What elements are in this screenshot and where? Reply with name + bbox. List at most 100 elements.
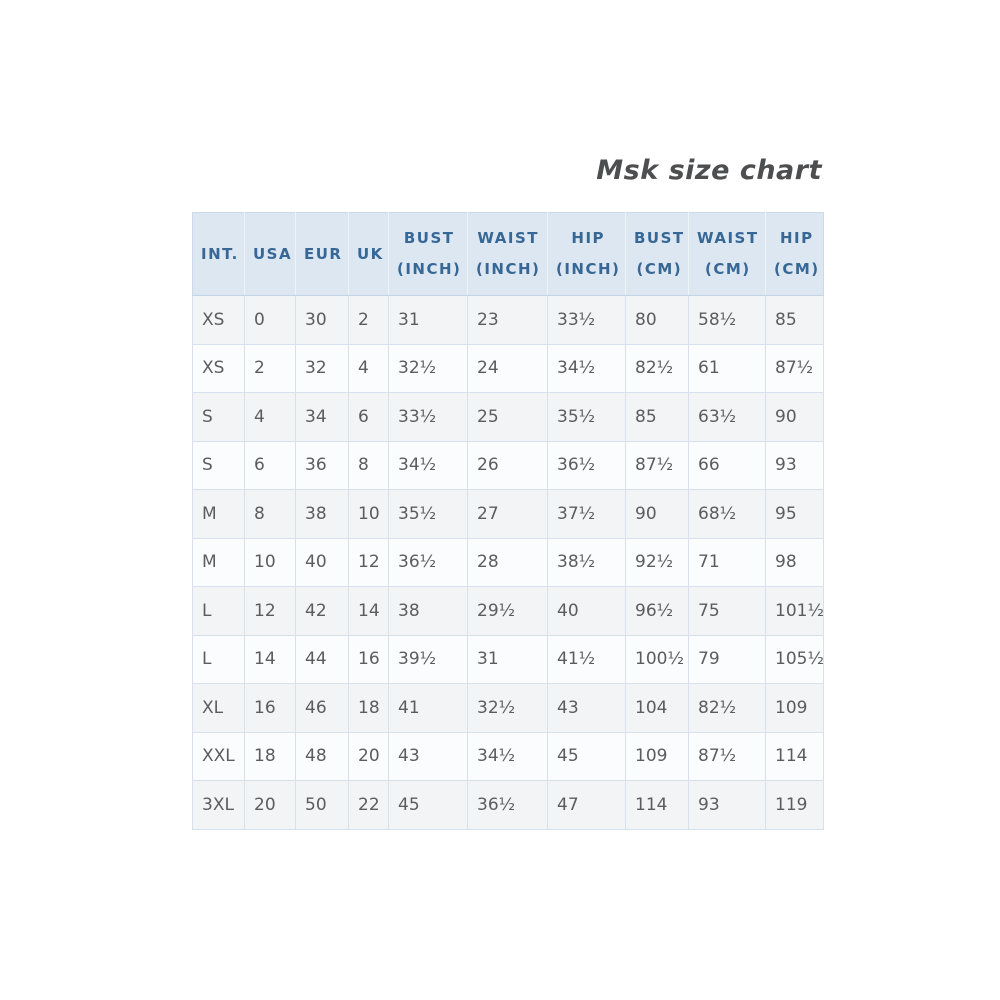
table-cell-bust-inch: 41 xyxy=(388,683,468,733)
table-cell-bust-inch: 36½ xyxy=(388,537,468,587)
table-cell-eur: 42 xyxy=(295,586,349,636)
table-cell-usa: 6 xyxy=(244,440,296,490)
table-cell-bust-cm: 92½ xyxy=(625,537,689,587)
table-cell-waist-inch: 24 xyxy=(467,343,548,393)
table-cell-eur: 32 xyxy=(295,343,349,393)
table-cell-int: XS xyxy=(192,343,245,393)
table-row: XXL 18 48 20 43 34½ 45 109 87½ 114 xyxy=(192,731,824,781)
size-chart-table: INT. USA EUR UK BUST (INCH) WAIST (INCH) HIP (INC… xyxy=(192,212,824,830)
header-row: INT. USA EUR UK BUST (INCH) WAIST (INCH) HIP (INC… xyxy=(192,212,824,296)
table-cell-eur: 40 xyxy=(295,537,349,587)
table-row: S 6 36 8 34½ 26 36½ 87½ 66 93 xyxy=(192,440,824,490)
table-cell-waist-cm: 66 xyxy=(688,440,766,490)
table-cell-hip-cm: 105½ xyxy=(765,634,824,684)
table-cell-hip-cm: 109 xyxy=(765,683,824,733)
column-header-waist-cm: WAIST (CM) xyxy=(688,212,766,296)
table-cell-waist-inch: 23 xyxy=(467,295,548,345)
table-cell-waist-cm: 58½ xyxy=(688,295,766,345)
table-cell-uk: 16 xyxy=(348,634,389,684)
table-cell-hip-cm: 85 xyxy=(765,295,824,345)
table-cell-waist-cm: 75 xyxy=(688,586,766,636)
table-cell-bust-inch: 34½ xyxy=(388,440,468,490)
table-cell-bust-inch: 38 xyxy=(388,586,468,636)
table-cell-uk: 6 xyxy=(348,392,389,442)
column-header-label: HIP (INCH) xyxy=(556,229,621,278)
table-cell-hip-cm: 95 xyxy=(765,489,824,539)
table-cell-hip-inch: 34½ xyxy=(547,343,626,393)
table-row: S 4 34 6 33½ 25 35½ 85 63½ 90 xyxy=(192,392,824,442)
column-header-eur: EUR xyxy=(295,212,349,296)
table-cell-hip-inch: 43 xyxy=(547,683,626,733)
table-cell-hip-inch: 33½ xyxy=(547,295,626,345)
table-cell-bust-cm: 90 xyxy=(625,489,689,539)
table-row: M 10 40 12 36½ 28 38½ 92½ 71 98 xyxy=(192,537,824,587)
column-header-bust-cm: BUST (CM) xyxy=(625,212,689,296)
table-row: L 14 44 16 39½ 31 41½ 100½ 79 105½ xyxy=(192,634,824,684)
table-cell-bust-cm: 85 xyxy=(625,392,689,442)
table-cell-bust-inch: 33½ xyxy=(388,392,468,442)
table-cell-int: L xyxy=(192,586,245,636)
table-cell-int: S xyxy=(192,392,245,442)
column-header-label: INT. xyxy=(201,244,239,263)
table-cell-hip-inch: 45 xyxy=(547,731,626,781)
table-cell-int: XXL xyxy=(192,731,245,781)
table-cell-bust-cm: 100½ xyxy=(625,634,689,684)
table-cell-waist-inch: 28 xyxy=(467,537,548,587)
table-cell-eur: 38 xyxy=(295,489,349,539)
table-cell-eur: 48 xyxy=(295,731,349,781)
table-cell-hip-inch: 38½ xyxy=(547,537,626,587)
table-cell-uk: 4 xyxy=(348,343,389,393)
table-cell-waist-inch: 32½ xyxy=(467,683,548,733)
column-header-waist-inch: WAIST (INCH) xyxy=(467,212,548,296)
table-cell-waist-cm: 61 xyxy=(688,343,766,393)
table-cell-usa: 20 xyxy=(244,780,296,830)
table-cell-waist-inch: 29½ xyxy=(467,586,548,636)
column-header-label: HIP (CM) xyxy=(774,229,820,278)
table-cell-int: M xyxy=(192,489,245,539)
table-cell-waist-inch: 34½ xyxy=(467,731,548,781)
table-cell-hip-cm: 114 xyxy=(765,731,824,781)
table-cell-hip-cm: 90 xyxy=(765,392,824,442)
table-cell-usa: 2 xyxy=(244,343,296,393)
column-header-uk: UK xyxy=(348,212,389,296)
table-cell-hip-inch: 35½ xyxy=(547,392,626,442)
column-header-usa: USA xyxy=(244,212,296,296)
table-cell-bust-inch: 31 xyxy=(388,295,468,345)
table-row: 3XL 20 50 22 45 36½ 47 114 93 119 xyxy=(192,780,824,830)
column-header-label: WAIST (CM) xyxy=(697,229,759,278)
table-cell-waist-cm: 63½ xyxy=(688,392,766,442)
table-cell-bust-inch: 32½ xyxy=(388,343,468,393)
table-cell-usa: 8 xyxy=(244,489,296,539)
table-cell-waist-inch: 25 xyxy=(467,392,548,442)
column-header-label: EUR xyxy=(304,244,343,263)
column-header-bust-inch: BUST (INCH) xyxy=(388,212,468,296)
table-cell-bust-inch: 39½ xyxy=(388,634,468,684)
table-cell-waist-inch: 26 xyxy=(467,440,548,490)
table-cell-usa: 14 xyxy=(244,634,296,684)
table-cell-int: XS xyxy=(192,295,245,345)
table-cell-uk: 18 xyxy=(348,683,389,733)
table-cell-usa: 12 xyxy=(244,586,296,636)
table-cell-waist-inch: 31 xyxy=(467,634,548,684)
table-row: XS 0 30 2 31 23 33½ 80 58½ 85 xyxy=(192,295,824,345)
table-row: XL 16 46 18 41 32½ 43 104 82½ 109 xyxy=(192,683,824,733)
table-cell-usa: 16 xyxy=(244,683,296,733)
table-cell-bust-cm: 109 xyxy=(625,731,689,781)
table-cell-int: M xyxy=(192,537,245,587)
column-header-label: USA xyxy=(253,244,293,263)
table-body: XS 0 30 2 31 23 33½ 80 58½ 85 XS 2 32 4 32½ 24 34½ 82½ 61 8… xyxy=(192,295,824,830)
table-cell-usa: 4 xyxy=(244,392,296,442)
table-cell-int: 3XL xyxy=(192,780,245,830)
column-header-hip-inch: HIP (INCH) xyxy=(547,212,626,296)
table-cell-waist-inch: 27 xyxy=(467,489,548,539)
table-cell-uk: 10 xyxy=(348,489,389,539)
table-cell-usa: 10 xyxy=(244,537,296,587)
table-header: INT. USA EUR UK BUST (INCH) WAIST (INCH) HIP (INC… xyxy=(192,212,824,296)
table-cell-waist-cm: 79 xyxy=(688,634,766,684)
table-cell-bust-cm: 80 xyxy=(625,295,689,345)
table-cell-uk: 22 xyxy=(348,780,389,830)
table-cell-bust-inch: 43 xyxy=(388,731,468,781)
column-header-int: INT. xyxy=(192,212,245,296)
table-cell-hip-cm: 101½ xyxy=(765,586,824,636)
table-cell-hip-cm: 93 xyxy=(765,440,824,490)
